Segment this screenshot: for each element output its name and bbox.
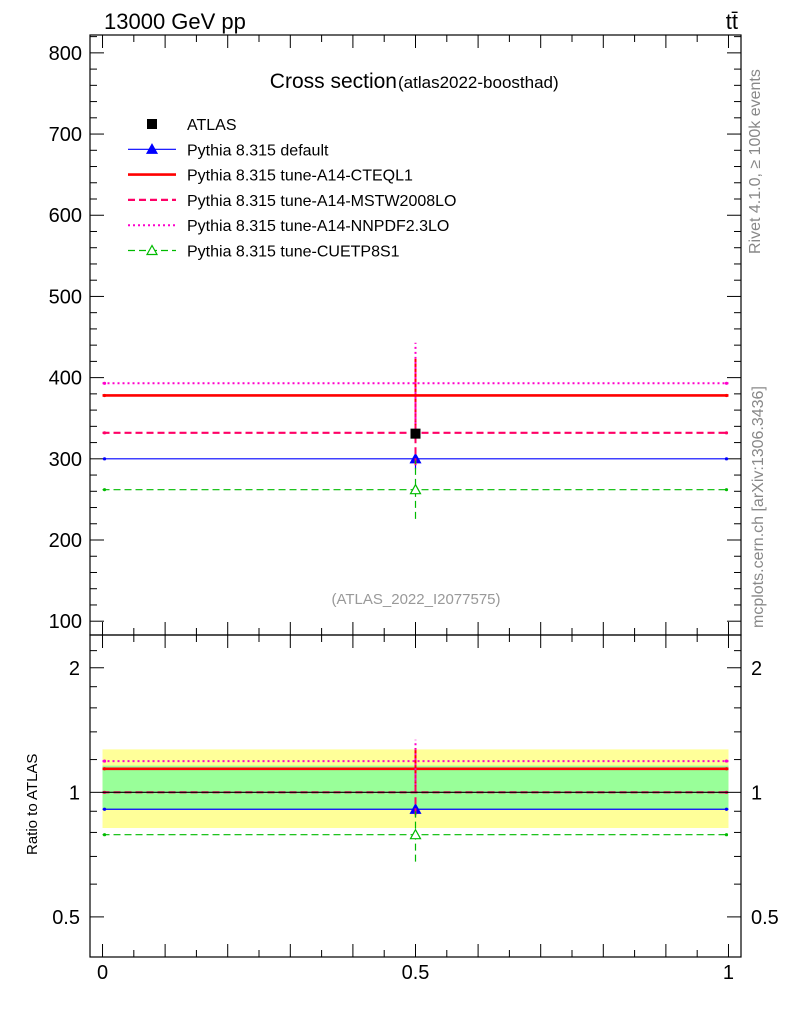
main-series-endpoint [102,381,107,385]
legend-marker [145,143,159,154]
ratio-panel: 0.5 0.51 12 2 0 0.5 1 Ratio to ATLAS [24,634,779,984]
chart-title: Cross section [270,70,397,93]
ratio-y-tick-label-right: 0.5 [751,907,779,929]
ratio-series-marker [409,828,422,840]
legend-marker-atlas [147,119,157,129]
main-y-tick-label: 800 [49,43,82,65]
main-y-tick-label: 600 [49,205,82,227]
energy-label: 13000 GeV pp [104,9,246,34]
legend-label-atlas: ATLAS [187,117,237,134]
main-y-tick-label: 700 [49,124,82,146]
main-series-endpoint [102,457,107,461]
main-series-endpoint [724,381,729,385]
main-series-endpoint [102,488,107,492]
rivet-label: Rivet 4.1.0, ≥ 100k events [747,69,764,254]
ratio-y-axis-label: Ratio to ATLAS [24,754,41,855]
data-point-atlas [410,428,421,439]
x-tick-label: 1 [723,962,734,984]
main-series-endpoint [102,393,107,398]
main-series [102,342,729,519]
legend-marker [145,244,159,256]
ratio-series-endpoint [102,767,107,771]
legend-label: Pythia 8.315 tune-A14-NNPDF2.3LO [187,218,449,235]
legend-label: Pythia 8.315 default [187,142,329,159]
ratio-series-endpoint [724,833,729,837]
ratio-series-endpoint [102,759,107,763]
ratio-series-endpoint [102,807,107,811]
main-y-tick-label: 200 [49,530,82,552]
main-series-endpoint [102,431,107,435]
ratio-y-tick-label: 2 [69,658,80,680]
main-y-tick-label: 400 [49,368,82,390]
ratio-series-endpoint [724,767,729,771]
main-y-tick-label: 500 [49,286,82,308]
main-panel: 100 200 300 400 500 600 700 800 Cross section (… [49,34,742,636]
x-tick-label: 0 [97,962,108,984]
legend: ATLAS Pythia 8.315 default Pythia 8.315 tu… [128,117,456,261]
x-tick-label: 0.5 [402,962,430,984]
chart-subtitle: (atlas2022-boosthad) [398,73,559,92]
ratio-y-tick-label: 0.5 [52,907,80,929]
ratio-series-endpoint [724,759,729,763]
main-series-endpoint [724,488,729,492]
main-y-tick-label: 100 [49,611,82,633]
main-x-ticks [102,35,729,635]
analysis-watermark: (ATLAS_2022_I2077575) [331,591,500,608]
ratio-y-tick-label: 1 [69,782,80,804]
main-series-endpoint [724,431,729,435]
legend-label: Pythia 8.315 tune-A14-CTEQL1 [187,168,413,185]
ratio-x-ticks: 0 0.5 1 [97,635,734,984]
main-series-marker [409,483,422,495]
mcplots-label: mcplots.cern.ch [arXiv:1306.3436] [750,386,767,628]
process-label: tt̄ [726,9,738,34]
ratio-y-tick-label-right: 1 [751,782,762,804]
main-y-ticks: 100 200 300 400 500 600 700 800 [49,36,741,633]
ratio-y-ticks: 0.5 0.5 1 1 2 2 [52,650,779,929]
legend-label: Pythia 8.315 tune-CUETP8S1 [187,244,400,261]
ratio-y-tick-label-right: 2 [751,658,762,680]
main-series-endpoint [724,393,729,398]
ratio-series-endpoint [102,833,107,837]
ratio-series-endpoint [724,807,729,811]
main-series-endpoint [724,457,729,461]
legend-label: Pythia 8.315 tune-A14-MSTW2008LO [187,193,456,210]
main-y-tick-label: 300 [49,449,82,471]
